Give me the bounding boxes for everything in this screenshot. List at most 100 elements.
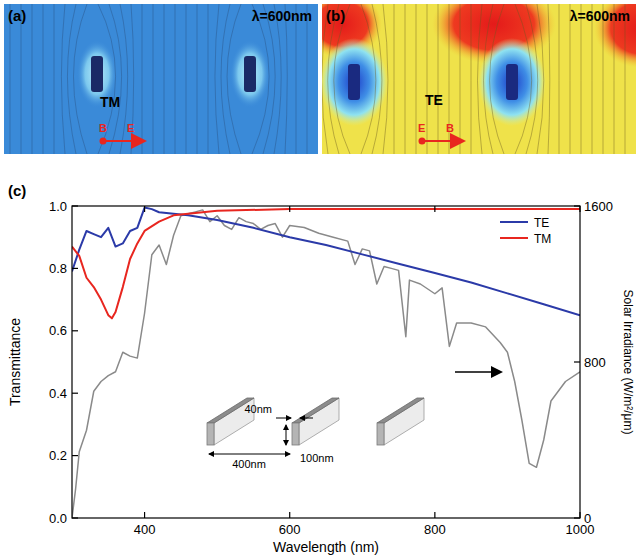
legend-swatch	[500, 237, 528, 239]
y2-tick-label: 0	[584, 511, 591, 526]
field-line	[490, 4, 504, 154]
dimension-arrow	[286, 425, 287, 445]
y2-tick-label: 800	[584, 355, 606, 370]
y-tick	[72, 330, 78, 331]
field-line	[438, 4, 439, 154]
field-map	[322, 4, 636, 154]
field-line	[109, 4, 122, 154]
x-tick	[579, 206, 580, 212]
inset-label: 400nm	[232, 458, 266, 470]
field-key: B	[446, 122, 454, 134]
dimension-arrow	[209, 454, 290, 455]
y-tick	[72, 517, 78, 518]
field-line	[285, 4, 287, 154]
field-line	[21, 4, 22, 154]
series-line	[72, 208, 580, 316]
field-line	[484, 4, 493, 154]
field-key: B	[99, 122, 107, 134]
field-line	[186, 4, 187, 154]
inset-label: 40nm	[244, 403, 272, 415]
mode-label: TM	[100, 94, 120, 110]
y-tick-label: 0.8	[49, 261, 67, 276]
y2-axis-title: Solar Irradiance (W/m²/μm)	[621, 290, 635, 435]
rod	[91, 56, 103, 92]
dimension-arrow	[300, 418, 313, 419]
field-line	[328, 4, 339, 154]
x-tick	[434, 512, 435, 518]
field-key: E	[127, 122, 134, 134]
field-line	[98, 4, 116, 154]
series-line	[72, 209, 580, 318]
y-axis-title: Transmittance	[7, 318, 23, 406]
field-line	[221, 4, 230, 154]
field-halo	[230, 40, 270, 108]
field-line	[416, 4, 417, 154]
field-line	[175, 4, 176, 154]
y-tick	[72, 268, 78, 269]
rod	[506, 64, 518, 100]
field-line	[537, 4, 544, 154]
field-line	[361, 4, 376, 154]
slab-top	[292, 398, 339, 423]
field-line	[592, 4, 593, 154]
field-halo	[322, 38, 388, 126]
x-tick	[579, 512, 580, 518]
plot-frame	[72, 206, 580, 518]
slab-front	[292, 423, 299, 445]
wavelength-label: λ=600nm	[570, 8, 630, 24]
field-line	[372, 4, 382, 154]
field-line	[581, 4, 582, 154]
field-line	[164, 4, 165, 154]
field-line	[274, 4, 281, 154]
field-line	[215, 4, 219, 154]
field-line	[67, 4, 76, 154]
x-axis-title: Wavelength (nm)	[273, 539, 379, 555]
x-tick-label: 600	[279, 522, 301, 537]
field-line	[227, 4, 241, 154]
field-background	[4, 4, 318, 154]
rod	[348, 64, 360, 100]
slab-side	[299, 398, 339, 445]
inset-label: 100nm	[300, 452, 334, 464]
field-line	[625, 4, 626, 154]
field-line	[471, 4, 472, 154]
field-line	[263, 4, 275, 154]
y-tick-label: 0.6	[49, 323, 67, 338]
field-line	[252, 4, 269, 154]
dimension-arrow	[276, 418, 291, 419]
legend-label: TM	[534, 232, 551, 246]
y-tick	[72, 393, 78, 394]
plot-background	[72, 206, 580, 518]
field-line	[478, 4, 483, 154]
y-tick-label: 0.4	[49, 386, 67, 401]
y-tick	[72, 205, 78, 206]
x-tick-label: 800	[424, 522, 446, 537]
field-line	[32, 4, 33, 154]
field-line	[54, 4, 55, 154]
y-tick	[72, 455, 78, 456]
field-line	[405, 4, 406, 154]
field-line	[427, 4, 428, 154]
field-line	[570, 4, 571, 154]
y2-tick	[574, 361, 580, 362]
field-line	[307, 4, 308, 154]
field-arrow	[422, 140, 462, 142]
y2-tick-label: 1600	[584, 199, 613, 214]
chart: 40060080010000.00.20.40.60.81.008001600W…	[7, 182, 635, 555]
panel-label: (b)	[326, 7, 345, 24]
field-line	[460, 4, 461, 154]
field-line	[74, 4, 88, 154]
series-group	[72, 208, 580, 518]
mode-label: TE	[425, 92, 443, 108]
field-line	[548, 4, 550, 154]
field-line	[526, 4, 538, 154]
y-tick-label: 1.0	[49, 199, 67, 214]
panel-label: (c)	[8, 182, 26, 199]
wavelength-label: λ=600nm	[252, 8, 312, 24]
field-map	[4, 4, 318, 154]
field-line	[296, 4, 297, 154]
y2-tick	[574, 205, 580, 206]
field-line	[322, 4, 328, 154]
x-tick	[289, 512, 290, 518]
field-line	[43, 4, 44, 154]
